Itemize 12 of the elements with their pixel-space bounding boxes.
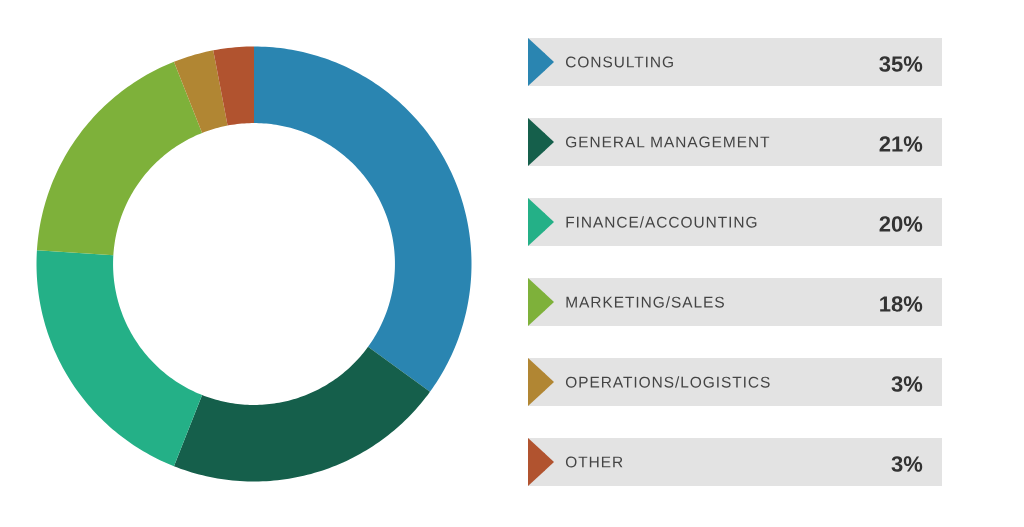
legend-label: MARKETING/SALES xyxy=(566,296,724,308)
legend-label: OPERATIONS/LOGISTICS xyxy=(565,376,770,388)
data-label: 3% xyxy=(891,456,923,472)
legend-label: OTHER xyxy=(565,456,623,468)
data-label: 18% xyxy=(880,296,923,312)
data-label: 35% xyxy=(879,56,923,72)
data-label: 3% xyxy=(891,376,923,392)
legend-label: FINANCE/ACCOUNTING xyxy=(566,216,757,228)
legend-label: GENERAL MANAGEMENT xyxy=(565,136,770,148)
data-label: 21% xyxy=(879,136,923,152)
legend-label: CONSULTING xyxy=(565,56,673,68)
data-label: 20% xyxy=(879,216,923,232)
